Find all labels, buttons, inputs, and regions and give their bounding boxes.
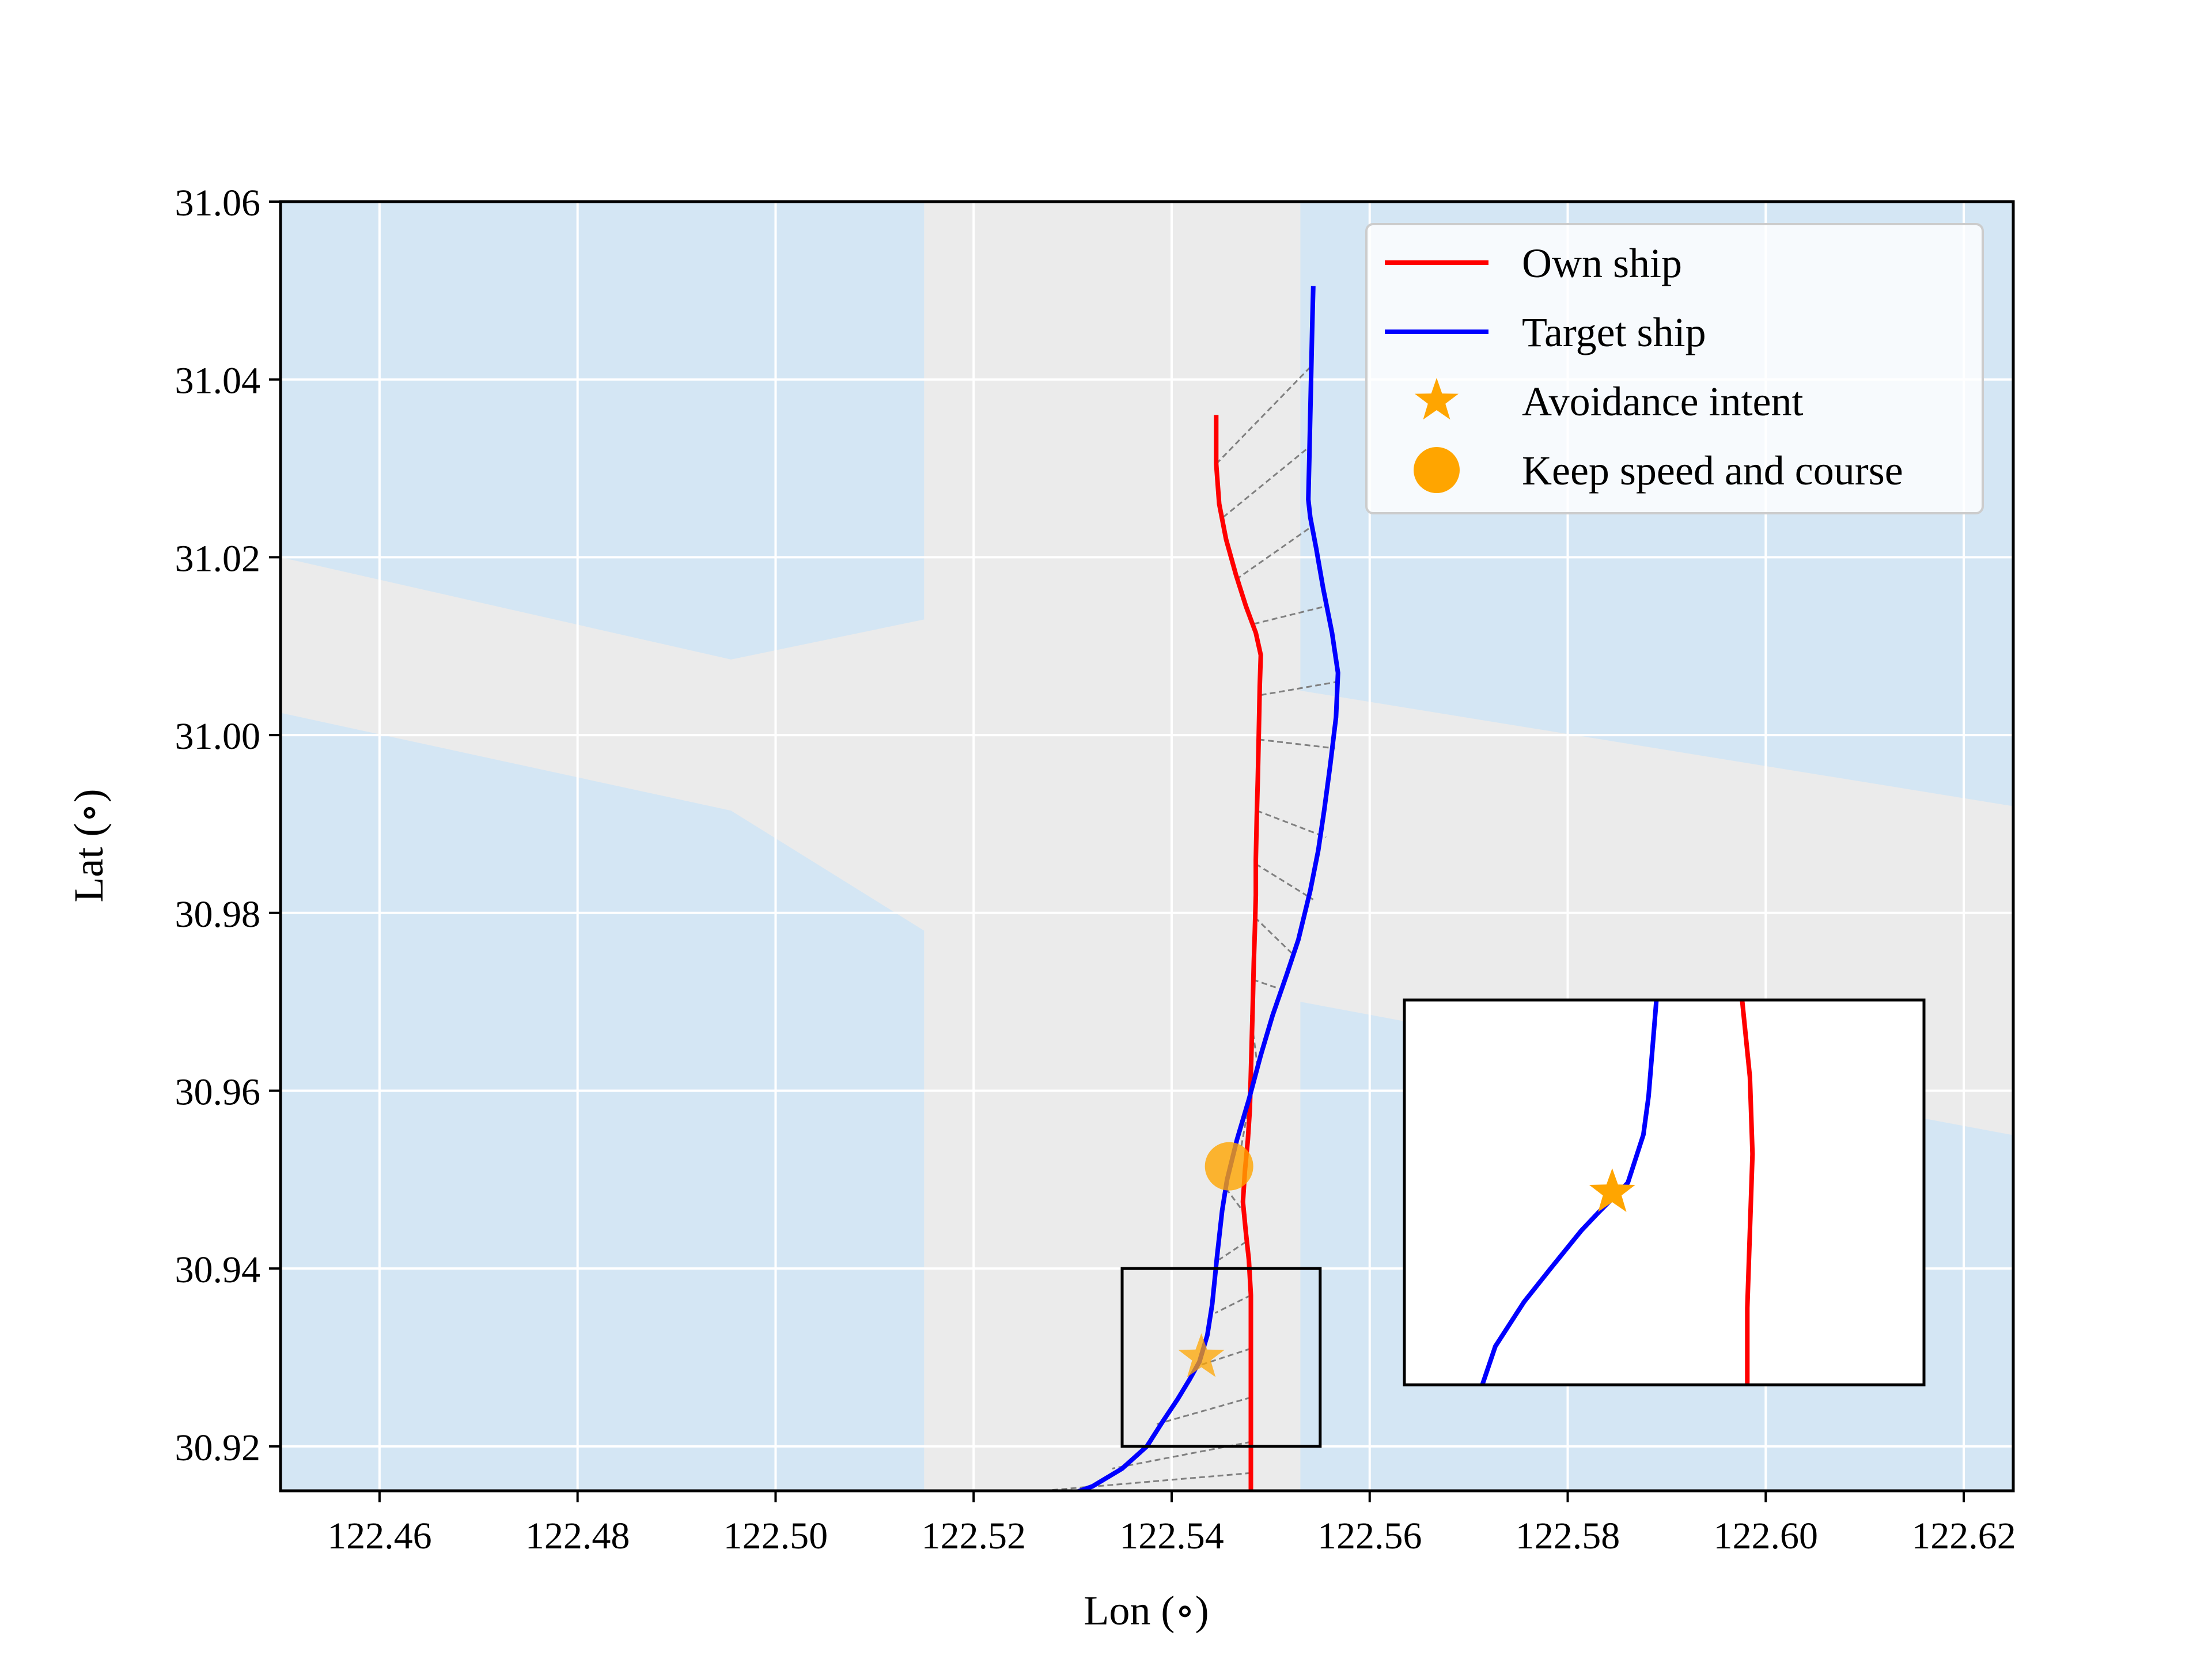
- avoidance-intent-marker: [1178, 1333, 1225, 1377]
- inset-frame: [1403, 998, 1926, 1387]
- y-tick-label: 30.96: [175, 1071, 261, 1113]
- y-tick-label: 30.92: [175, 1427, 261, 1469]
- zoom-region-box: [1120, 1267, 1322, 1448]
- trajectory-series: [1073, 286, 1340, 1491]
- connector-line: [1256, 809, 1327, 838]
- zoom-rectangle: [1120, 1267, 1322, 1448]
- connector-line: [1043, 1472, 1251, 1491]
- x-tick-label: 122.56: [1317, 1515, 1422, 1557]
- inset-target-ship-trajectory: [1480, 1000, 1659, 1385]
- connector-line: [1254, 916, 1292, 954]
- y-tick-label: 31.02: [175, 537, 261, 579]
- target-ship-trajectory: [1073, 286, 1340, 1491]
- x-axis-label: Lon (∘): [1084, 1588, 1209, 1634]
- connector-line: [1253, 605, 1327, 625]
- connector-line: [1255, 863, 1314, 900]
- y-tick-label: 30.98: [175, 893, 261, 935]
- x-tick-label: 122.62: [1911, 1515, 2016, 1557]
- y-tick-label: 31.00: [175, 715, 261, 757]
- plot-frame: [279, 200, 2015, 1493]
- inset-avoidance-intent-marker: [1589, 1168, 1635, 1212]
- connector-line: [1218, 1241, 1247, 1260]
- x-tick-label: 122.52: [921, 1515, 1026, 1557]
- y-axis-ticks: 30.92 30.94 30.96 30.98 31.00 31.02 31.04 31.06: [175, 182, 281, 1469]
- x-tick-label: 122.54: [1119, 1515, 1224, 1557]
- y-tick-label: 30.94: [175, 1249, 261, 1291]
- connector-line: [1235, 525, 1313, 581]
- keep-speed-and-course-marker: [1205, 1142, 1253, 1191]
- channel-area: [281, 202, 2013, 1491]
- legend-target-ship-label: Target ship: [1522, 309, 1706, 355]
- legend-avoidance-intent-swatch: [1415, 378, 1459, 420]
- connector-line: [1214, 1294, 1252, 1314]
- connector-line: [1259, 738, 1335, 749]
- y-tick-label: 31.06: [175, 182, 261, 224]
- inset-series: [1480, 1000, 1755, 1385]
- connector-line: [1240, 1104, 1250, 1149]
- x-axis-ticks: 122.46 122.48 122.50 122.52 122.54 122.56 122.…: [327, 1491, 2016, 1557]
- y-axis-label: Lat (∘): [66, 789, 112, 902]
- connector-line: [1252, 979, 1279, 990]
- connector-line: [1260, 680, 1338, 696]
- event-markers: [1178, 1142, 1253, 1377]
- connector-line: [1156, 1396, 1251, 1425]
- inset-background: [1404, 1000, 1924, 1385]
- x-tick-label: 122.48: [525, 1515, 630, 1557]
- y-tick-label: 31.04: [175, 360, 261, 402]
- legend-keep-speed-and-course-label: Keep speed and course: [1522, 448, 1903, 494]
- legend-box: [1365, 223, 1984, 514]
- connector-line: [1215, 365, 1312, 465]
- legend-avoidance-intent-label: Avoidance intent: [1522, 378, 1804, 425]
- own-ship-trajectory: [1214, 415, 1263, 1491]
- x-tick-label: 122.46: [327, 1515, 432, 1557]
- connector-line: [1222, 445, 1311, 518]
- legend: Own ship Target ship Avoidance intent Keep …: [1365, 223, 1984, 514]
- legend-own-ship-label: Own ship: [1522, 240, 1682, 286]
- x-tick-label: 122.50: [724, 1515, 828, 1557]
- x-tick-label: 122.58: [1516, 1515, 1620, 1557]
- x-tick-label: 122.60: [1714, 1515, 1819, 1557]
- legend-keep-speed-and-course-swatch: [1414, 447, 1460, 493]
- inset-own-ship-trajectory: [1740, 1000, 1755, 1385]
- zoom-inset: [1403, 998, 1926, 1387]
